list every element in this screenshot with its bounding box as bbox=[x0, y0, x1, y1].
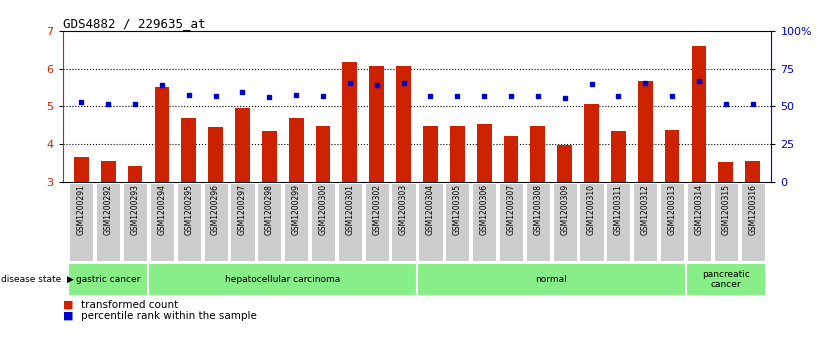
Bar bbox=[557, 145, 572, 182]
Text: GSM1200292: GSM1200292 bbox=[103, 184, 113, 235]
FancyBboxPatch shape bbox=[687, 183, 711, 261]
Text: GSM1200311: GSM1200311 bbox=[614, 184, 623, 235]
Text: GSM1200293: GSM1200293 bbox=[131, 184, 139, 235]
Bar bbox=[101, 161, 116, 182]
Text: ■: ■ bbox=[63, 311, 73, 321]
Bar bbox=[154, 87, 169, 182]
Text: pancreatic
cancer: pancreatic cancer bbox=[702, 270, 750, 289]
FancyBboxPatch shape bbox=[391, 183, 415, 261]
FancyBboxPatch shape bbox=[230, 183, 254, 261]
Bar bbox=[396, 66, 411, 182]
Bar bbox=[504, 135, 519, 182]
Text: GSM1200315: GSM1200315 bbox=[721, 184, 731, 235]
FancyBboxPatch shape bbox=[284, 183, 309, 261]
Text: gastric cancer: gastric cancer bbox=[76, 275, 140, 284]
Bar bbox=[477, 124, 491, 182]
Text: GDS4882 / 229635_at: GDS4882 / 229635_at bbox=[63, 17, 205, 30]
Text: GSM1200310: GSM1200310 bbox=[587, 184, 596, 235]
Text: GSM1200298: GSM1200298 bbox=[265, 184, 274, 235]
FancyBboxPatch shape bbox=[525, 183, 550, 261]
Text: transformed count: transformed count bbox=[81, 300, 178, 310]
Text: GSM1200296: GSM1200296 bbox=[211, 184, 220, 235]
Text: disease state  ▶: disease state ▶ bbox=[1, 275, 73, 284]
Text: percentile rank within the sample: percentile rank within the sample bbox=[81, 311, 257, 321]
Bar bbox=[746, 161, 760, 182]
FancyBboxPatch shape bbox=[150, 183, 174, 261]
Text: GSM1200295: GSM1200295 bbox=[184, 184, 193, 235]
Bar bbox=[423, 126, 438, 182]
Text: ■: ■ bbox=[63, 300, 73, 310]
Bar bbox=[665, 130, 680, 182]
FancyBboxPatch shape bbox=[311, 183, 335, 261]
Text: GSM1200304: GSM1200304 bbox=[426, 184, 435, 235]
FancyBboxPatch shape bbox=[203, 183, 228, 261]
FancyBboxPatch shape bbox=[741, 183, 765, 261]
Text: GSM1200309: GSM1200309 bbox=[560, 184, 569, 235]
Bar bbox=[530, 126, 545, 182]
Bar bbox=[611, 131, 626, 182]
FancyBboxPatch shape bbox=[177, 183, 201, 261]
Text: normal: normal bbox=[535, 275, 567, 284]
FancyBboxPatch shape bbox=[96, 183, 120, 261]
Text: GSM1200312: GSM1200312 bbox=[641, 184, 650, 235]
Bar bbox=[74, 157, 88, 182]
Bar bbox=[718, 162, 733, 182]
FancyBboxPatch shape bbox=[148, 263, 417, 296]
Bar bbox=[315, 126, 330, 182]
Bar bbox=[289, 118, 304, 182]
FancyBboxPatch shape bbox=[606, 183, 631, 261]
Bar bbox=[128, 166, 143, 182]
FancyBboxPatch shape bbox=[686, 263, 766, 296]
Bar bbox=[584, 104, 599, 182]
Text: GSM1200299: GSM1200299 bbox=[292, 184, 301, 235]
FancyBboxPatch shape bbox=[417, 263, 686, 296]
FancyBboxPatch shape bbox=[338, 183, 362, 261]
FancyBboxPatch shape bbox=[472, 183, 496, 261]
Text: GSM1200307: GSM1200307 bbox=[506, 184, 515, 235]
Text: GSM1200306: GSM1200306 bbox=[480, 184, 489, 235]
FancyBboxPatch shape bbox=[445, 183, 470, 261]
Text: GSM1200291: GSM1200291 bbox=[77, 184, 86, 235]
Bar bbox=[450, 126, 465, 182]
Text: GSM1200301: GSM1200301 bbox=[345, 184, 354, 235]
Text: GSM1200302: GSM1200302 bbox=[372, 184, 381, 235]
Bar bbox=[235, 108, 250, 182]
FancyBboxPatch shape bbox=[633, 183, 657, 261]
FancyBboxPatch shape bbox=[68, 263, 148, 296]
Bar bbox=[691, 46, 706, 182]
Bar bbox=[343, 62, 357, 182]
FancyBboxPatch shape bbox=[69, 183, 93, 261]
Text: GSM1200313: GSM1200313 bbox=[667, 184, 676, 235]
FancyBboxPatch shape bbox=[257, 183, 281, 261]
Text: GSM1200303: GSM1200303 bbox=[399, 184, 408, 235]
Text: GSM1200305: GSM1200305 bbox=[453, 184, 462, 235]
Bar bbox=[181, 118, 196, 182]
Bar bbox=[208, 127, 223, 182]
Text: GSM1200297: GSM1200297 bbox=[238, 184, 247, 235]
Bar bbox=[262, 131, 277, 182]
FancyBboxPatch shape bbox=[364, 183, 389, 261]
Bar bbox=[638, 81, 653, 182]
FancyBboxPatch shape bbox=[419, 183, 443, 261]
Text: GSM1200294: GSM1200294 bbox=[158, 184, 167, 235]
FancyBboxPatch shape bbox=[580, 183, 604, 261]
Text: GSM1200300: GSM1200300 bbox=[319, 184, 328, 235]
FancyBboxPatch shape bbox=[714, 183, 738, 261]
FancyBboxPatch shape bbox=[660, 183, 684, 261]
Bar bbox=[369, 66, 384, 182]
FancyBboxPatch shape bbox=[553, 183, 577, 261]
Text: GSM1200316: GSM1200316 bbox=[748, 184, 757, 235]
Text: hepatocellular carcinoma: hepatocellular carcinoma bbox=[225, 275, 340, 284]
FancyBboxPatch shape bbox=[499, 183, 523, 261]
FancyBboxPatch shape bbox=[123, 183, 147, 261]
Text: GSM1200314: GSM1200314 bbox=[695, 184, 703, 235]
Text: GSM1200308: GSM1200308 bbox=[533, 184, 542, 235]
